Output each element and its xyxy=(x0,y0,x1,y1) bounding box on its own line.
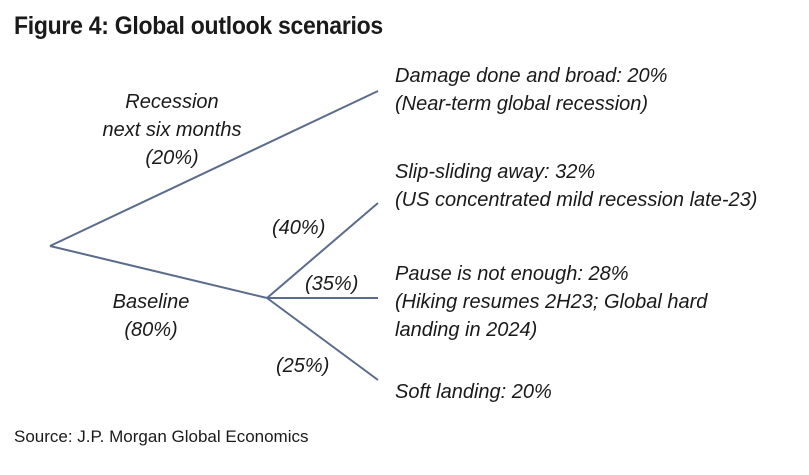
outcome-slip-line2: (US concentrated mild recession late-23) xyxy=(395,189,758,211)
slip-prob: (40%) xyxy=(272,217,326,239)
sub-branch-soft-line xyxy=(266,297,379,381)
baseline-label: Baseline (80%) xyxy=(96,288,206,344)
source-note: Source: J.P. Morgan Global Economics xyxy=(14,427,309,446)
outcome-soft-line1: Soft landing: 20% xyxy=(395,381,552,403)
baseline-label-line1: Baseline xyxy=(112,291,190,313)
sub-branch-slip-line xyxy=(266,202,379,299)
pause-prob: (35%) xyxy=(305,273,359,295)
outcome-damage: Damage done and broad: 20% (Near-term gl… xyxy=(395,62,667,118)
outcome-pause-line1: Pause is not enough: 28% xyxy=(395,263,629,285)
outcome-pause-line3: landing in 2024) xyxy=(395,319,538,341)
recession-label-line2: next six months xyxy=(102,119,242,141)
recession-label: Recession next six months (20%) xyxy=(102,88,242,172)
recession-label-line1: Recession xyxy=(125,91,219,113)
outcome-soft: Soft landing: 20% xyxy=(395,378,552,406)
branch-baseline-line xyxy=(49,245,268,299)
outcome-pause-line2: (Hiking resumes 2H23; Global hard xyxy=(395,291,708,313)
outcome-damage-line1: Damage done and broad: 20% xyxy=(395,65,668,87)
figure-title: Figure 4: Global outlook scenarios xyxy=(14,12,383,40)
branch-recession-line xyxy=(49,90,379,247)
outcome-slip-line1: Slip-sliding away: 32% xyxy=(395,161,596,183)
outcome-slip: Slip-sliding away: 32% (US concentrated … xyxy=(395,158,757,214)
soft-prob: (25%) xyxy=(276,355,330,377)
baseline-prob: (80%) xyxy=(124,319,178,341)
outcome-pause: Pause is not enough: 28% (Hiking resumes… xyxy=(395,260,707,344)
recession-prob: (20%) xyxy=(145,147,199,169)
outcome-damage-line2: (Near-term global recession) xyxy=(395,93,649,115)
